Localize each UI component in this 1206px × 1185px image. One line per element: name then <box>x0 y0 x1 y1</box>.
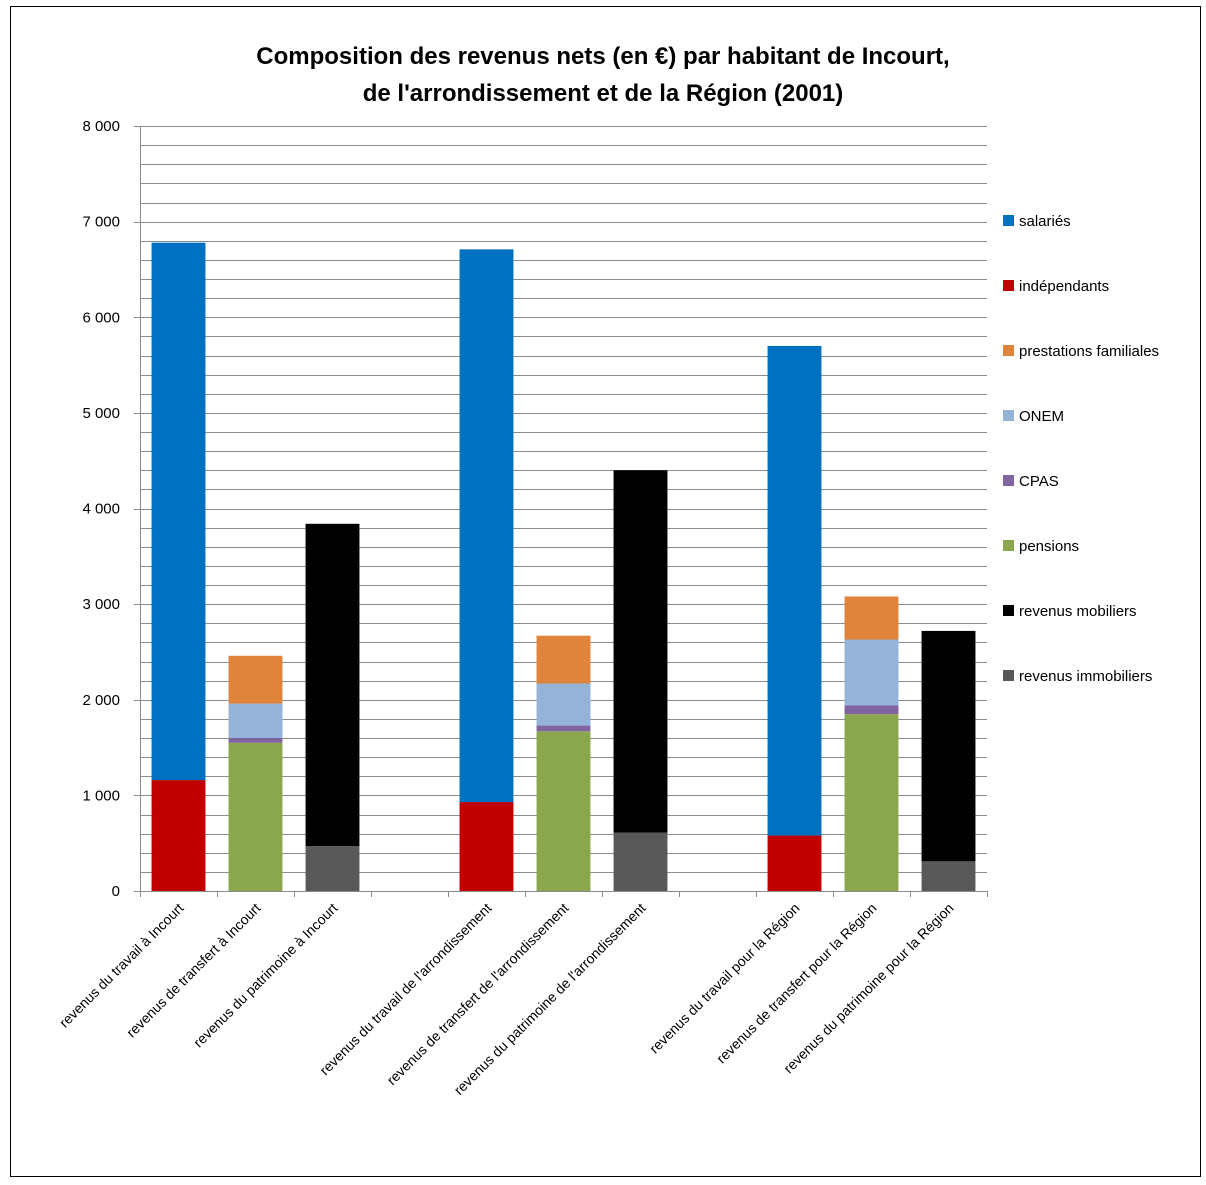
bar-segment <box>459 249 514 803</box>
legend-swatch <box>1003 345 1014 356</box>
legend: salariés indépendants prestations familial… <box>1003 213 1159 685</box>
legend-label: ONEM <box>1019 408 1064 425</box>
bar-segment <box>844 714 899 891</box>
bar-segment <box>921 861 976 891</box>
bar-segment <box>228 703 283 738</box>
y-tick-label: 5 000 <box>82 405 120 422</box>
legend-label: CPAS <box>1019 473 1059 490</box>
bar-segment <box>305 523 360 847</box>
bar-segment <box>536 725 591 732</box>
chart-subtitle: de l'arrondissement et de la Région (200… <box>363 80 844 107</box>
legend-swatch <box>1003 215 1014 226</box>
bar-segment <box>844 639 899 706</box>
bar-segment <box>228 738 283 743</box>
bar-segment <box>228 742 283 891</box>
legend-label: prestations familiales <box>1019 343 1159 360</box>
bar-segment <box>228 655 283 704</box>
bar-segment <box>844 596 899 640</box>
y-tick-label: 4 000 <box>82 501 120 518</box>
bars <box>151 242 976 891</box>
bar-segment <box>459 802 514 891</box>
bar-segment <box>536 731 591 891</box>
y-tick-label: 8 000 <box>82 118 120 135</box>
legend-swatch <box>1003 410 1014 421</box>
bar-segment <box>536 683 591 726</box>
y-axis: 0 1 000 2 000 3 000 4 000 5 000 6 000 7 000 8 00… <box>82 118 141 900</box>
legend-swatch <box>1003 475 1014 486</box>
legend-label: revenus immobiliers <box>1019 668 1152 685</box>
y-tick-label: 0 <box>112 883 120 900</box>
bar-segment <box>305 846 360 891</box>
y-tick-label: 3 000 <box>82 596 120 613</box>
bar-segment <box>767 345 822 836</box>
bar-segment <box>613 832 668 891</box>
bar-segment <box>151 780 206 891</box>
y-tick-label: 2 000 <box>82 692 120 709</box>
legend-swatch <box>1003 280 1014 291</box>
y-tick-label: 1 000 <box>82 787 120 804</box>
chart-border <box>10 6 1201 1177</box>
legend-swatch <box>1003 605 1014 616</box>
chart-title: Composition des revenus nets (en €) par … <box>256 43 949 70</box>
legend-label: pensions <box>1019 538 1079 555</box>
legend-label: salariés <box>1019 213 1071 230</box>
bar-segment <box>151 242 206 781</box>
bar-segment <box>844 705 899 715</box>
bar-segment <box>536 635 591 684</box>
bar-segment <box>921 630 976 862</box>
legend-swatch <box>1003 540 1014 551</box>
y-tick-label: 6 000 <box>82 309 120 326</box>
legend-label: indépendants <box>1019 278 1109 295</box>
legend-label: revenus mobiliers <box>1019 603 1137 620</box>
y-tick-label: 7 000 <box>82 214 120 231</box>
bar-segment <box>767 835 822 891</box>
bar-segment <box>613 470 668 833</box>
legend-swatch <box>1003 670 1014 681</box>
